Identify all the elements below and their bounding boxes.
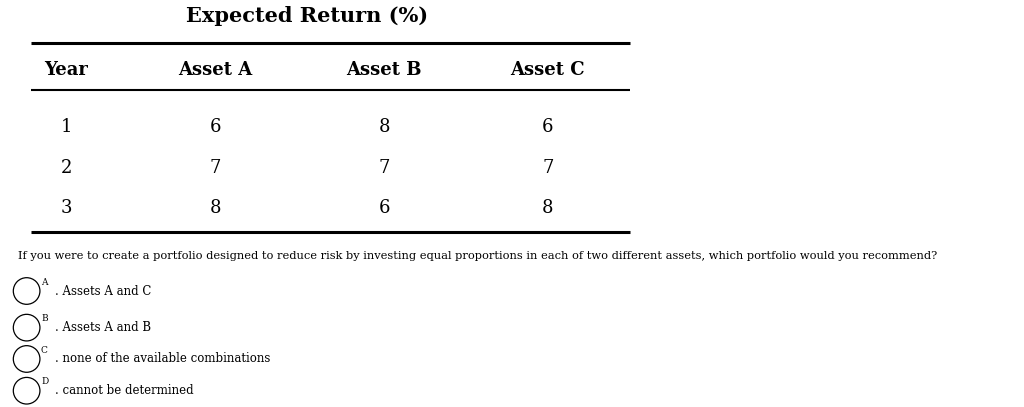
Text: 3: 3 bbox=[60, 199, 73, 217]
Text: Asset B: Asset B bbox=[346, 61, 422, 79]
Text: D: D bbox=[41, 377, 48, 386]
Text: 6: 6 bbox=[209, 118, 221, 136]
Text: 2: 2 bbox=[60, 159, 73, 177]
Text: A: A bbox=[41, 278, 47, 287]
Text: 6: 6 bbox=[542, 118, 554, 136]
Text: B: B bbox=[41, 314, 47, 323]
Text: C: C bbox=[41, 346, 48, 354]
Text: 8: 8 bbox=[209, 199, 221, 217]
Text: . Assets A and C: . Assets A and C bbox=[55, 284, 152, 298]
Text: 8: 8 bbox=[378, 118, 390, 136]
Text: 7: 7 bbox=[542, 159, 554, 177]
Text: 1: 1 bbox=[60, 118, 73, 136]
Text: 7: 7 bbox=[378, 159, 390, 177]
Text: Asset A: Asset A bbox=[178, 61, 252, 79]
Text: If you were to create a portfolio designed to reduce risk by investing equal pro: If you were to create a portfolio design… bbox=[18, 252, 938, 261]
Text: 7: 7 bbox=[209, 159, 221, 177]
Text: . Assets A and B: . Assets A and B bbox=[55, 321, 152, 334]
Text: . cannot be determined: . cannot be determined bbox=[55, 384, 194, 397]
Text: Expected Return (%): Expected Return (%) bbox=[186, 7, 428, 26]
Text: 8: 8 bbox=[542, 199, 554, 217]
Text: Asset C: Asset C bbox=[511, 61, 585, 79]
Text: Year: Year bbox=[45, 61, 88, 79]
Text: . none of the available combinations: . none of the available combinations bbox=[55, 352, 270, 365]
Text: 6: 6 bbox=[378, 199, 390, 217]
